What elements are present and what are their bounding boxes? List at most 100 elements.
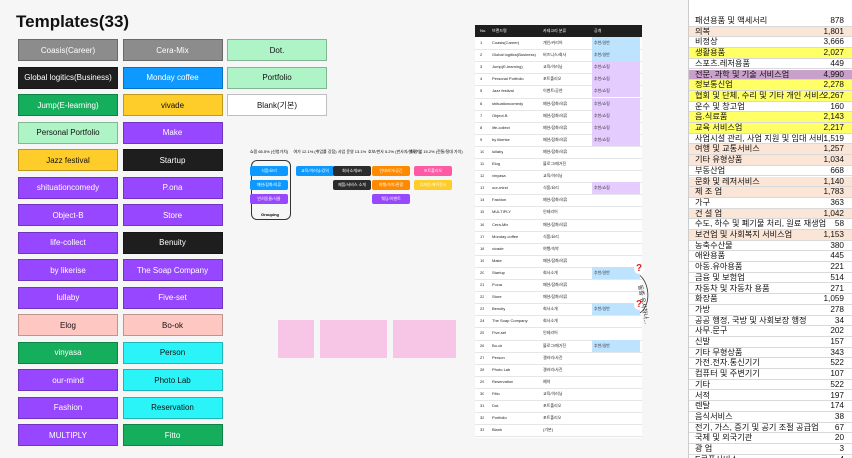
table-cell: shituationcomedy (492, 100, 524, 106)
table-row-line (475, 97, 642, 99)
template-button[interactable]: Fashion (18, 396, 118, 419)
table-row-line (475, 49, 642, 51)
stats-row: 보건업 및 사회복지 서비스업 1,153 (689, 230, 852, 241)
stats-row: 전기, 가스, 증기 및 공기 조절 공급업 67 (689, 422, 852, 434)
table-header-bg (475, 25, 642, 37)
template-button[interactable]: Benuity (122, 231, 223, 254)
table-cell: 포트폴리오 (543, 403, 562, 408)
template-button[interactable]: by likerise (18, 259, 118, 281)
table-cell: Dot. (492, 403, 500, 408)
diagram-box: 여행/숙박/관광 (372, 180, 410, 190)
sticky-note (278, 320, 314, 358)
table-cell: Coasis(Career) (492, 40, 520, 45)
stats-value: 107 (830, 369, 844, 379)
template-button[interactable]: Bo-ok (122, 314, 223, 336)
stats-row: 패션용품 및 액세서리 878 (689, 16, 852, 27)
template-button[interactable]: Portfolio (227, 66, 327, 89)
template-button[interactable]: Personal Portfolio (18, 121, 118, 144)
stats-row: 농축수산물 380 (689, 240, 852, 252)
stats-label: 생활용품 (695, 48, 726, 58)
stats-label: 기타 유형상품 (695, 155, 743, 165)
stats-row: 자동차 및 자동차 용품 271 (689, 283, 852, 295)
template-button[interactable]: Startup (122, 149, 223, 171)
stats-label: E쿠폰서비스 (695, 455, 738, 458)
diagram-header: 최신 업 15.2% (전통/절대 가치) (410, 149, 463, 154)
stats-row: 건 설 업 1,042 (689, 208, 852, 220)
stats-value: 38 (834, 411, 844, 421)
template-button[interactable]: vivade (122, 94, 223, 116)
stats-value: 2,217 (823, 123, 845, 132)
stats-label: 교육 서비스업 (695, 123, 743, 132)
table-tag: 추천/쇼핑 (592, 109, 640, 122)
template-button[interactable]: Object-B (18, 204, 118, 226)
stats-label: 협회 및 단체, 수리 및 기타 개인 서비스 (695, 90, 827, 100)
stats-value: 514 (830, 272, 844, 282)
table-cell: 16 (480, 221, 485, 227)
template-button[interactable]: Blank(기본) (227, 94, 327, 116)
stats-label: 패션용품 및 액세서리 (695, 16, 768, 25)
template-button[interactable]: Photo Lab (122, 369, 223, 391)
table-cell: 13 (480, 185, 485, 191)
table-cell: Jazz festival (492, 88, 514, 94)
template-button[interactable]: Jazz festival (18, 149, 118, 171)
table-tag: 추천/일반 (592, 49, 640, 62)
template-button[interactable]: P.ona (122, 176, 223, 199)
stats-row: 음식서비스 38 (689, 411, 852, 423)
template-button[interactable]: Make (122, 121, 223, 144)
stats-row: 사무.문구 202 (689, 326, 852, 337)
table-cell: MULTIPLY (492, 209, 511, 215)
stats-row: 부동산업 668 (689, 165, 852, 177)
diagram-header: 여가 12.1% (취업률 강점) (293, 149, 337, 154)
table-row-line (475, 400, 642, 401)
stats-label: 운수 및 창고업 (695, 101, 745, 111)
stats-label: 사무.문구 (695, 326, 728, 336)
stats-row: 운수 및 창고업 160 (689, 101, 852, 113)
template-button[interactable]: Elog (18, 314, 118, 336)
template-button[interactable]: Fitto (122, 424, 223, 446)
stats-row: 국제 및 외국기관 20 (689, 433, 852, 444)
table-header: 카테고리 분류 (543, 28, 567, 33)
table-cell: 24 (480, 318, 485, 324)
template-button[interactable]: Global logitics(Business) (18, 66, 118, 89)
table-row-line (475, 170, 642, 172)
template-button[interactable]: shituationcomedy (18, 176, 118, 199)
stats-label: 아동.유아용품 (695, 262, 743, 272)
stats-row: 의복 1,801 (689, 26, 852, 38)
table-cell: Object-B (492, 112, 508, 118)
stats-value: 668 (830, 165, 844, 175)
table-cell: Bo-ok (492, 342, 503, 348)
template-button[interactable]: MULTIPLY (18, 424, 118, 446)
stats-value: 197 (830, 390, 844, 400)
template-button[interactable]: our-mind (18, 369, 118, 391)
stats-value: 1,801 (823, 26, 845, 36)
template-button[interactable]: Five-set (122, 286, 223, 309)
table-row-line (475, 158, 642, 159)
table-cell: 10 (480, 148, 485, 154)
template-button[interactable]: vinyasa (18, 341, 118, 364)
stats-value: 4 (839, 455, 844, 458)
stats-label: 가방 (695, 304, 711, 314)
table-cell: 식품/요리 (543, 233, 559, 239)
table-row-line (475, 133, 642, 135)
template-button[interactable]: Monday coffee (122, 66, 223, 89)
table-cell: 패션/잡화/의류 (543, 148, 568, 154)
template-button[interactable]: lullaby (18, 286, 118, 309)
diagram-box: 회사소개/IR (333, 166, 371, 176)
template-button[interactable]: Coasis(Career) (18, 39, 118, 61)
table-row-line (475, 327, 642, 329)
table-cell: vinyasa (492, 173, 506, 179)
table-cell: life-collect (492, 124, 510, 130)
template-button[interactable]: Store (122, 204, 223, 226)
table-row-line (475, 145, 642, 147)
table-row-line (475, 182, 642, 184)
template-button[interactable]: Jump(E-learning) (18, 94, 118, 116)
template-button[interactable]: Reservation (122, 396, 223, 419)
table-row-line (475, 303, 642, 305)
template-button[interactable]: The Soap Company (122, 259, 223, 281)
stats-label: 스포츠.레저용품 (695, 58, 751, 68)
template-button[interactable]: Dot. (227, 39, 327, 61)
template-button[interactable]: Cera-Mix (122, 39, 223, 61)
template-button[interactable]: Person (122, 341, 223, 364)
template-button[interactable]: life-collect (18, 231, 118, 254)
table-cell: Blank (492, 427, 503, 433)
